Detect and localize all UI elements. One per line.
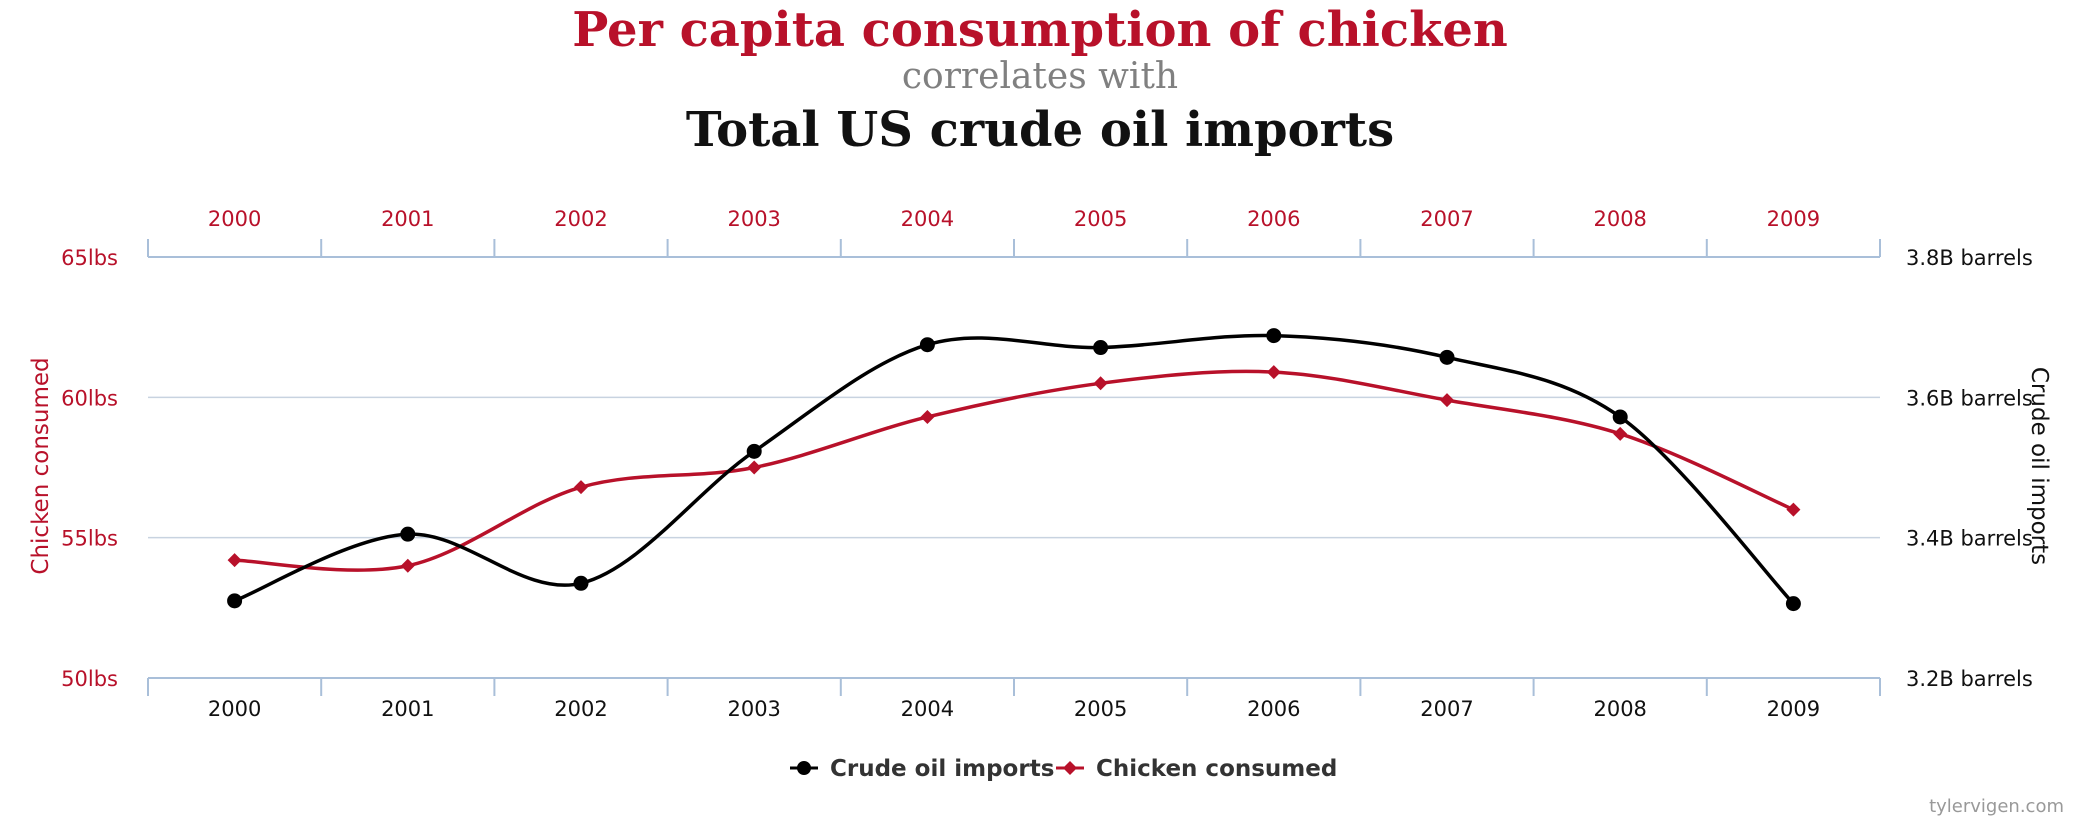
x-tick-label-top: 2009 (1767, 207, 1820, 231)
y-left-tick-label: 50lbs (61, 667, 118, 691)
x-tick-label-top: 2007 (1420, 207, 1473, 231)
data-point-crude[interactable] (227, 593, 243, 609)
data-point-chicken[interactable] (1613, 426, 1628, 441)
data-point-crude[interactable] (1266, 328, 1282, 344)
x-tick-label-top: 2005 (1074, 207, 1127, 231)
data-point-crude[interactable] (1612, 409, 1628, 425)
x-tick-label-bottom: 2009 (1767, 697, 1820, 721)
chart-title: Per capita consumption of chicken (572, 2, 1508, 58)
chart-second-title: Total US crude oil imports (686, 102, 1394, 158)
x-tick-label-bottom: 2000 (208, 697, 261, 721)
data-point-chicken[interactable] (1440, 393, 1454, 408)
x-tick-label-top: 2004 (901, 207, 954, 231)
data-point-chicken[interactable] (400, 558, 415, 573)
x-tick-label-top: 2002 (554, 207, 607, 231)
tick-labels: 2000 2000 2001 2001 2002 2002 2003 2003 2004 2004… (61, 207, 2033, 721)
legend-chicken-marker (1063, 761, 1077, 775)
legend-crude-marker (797, 761, 811, 775)
y-right-tick-label: 3.8B barrels (1906, 246, 2033, 270)
x-tick-label-bottom: 2001 (381, 697, 434, 721)
x-tick-label-bottom: 2004 (901, 697, 954, 721)
data-point-crude[interactable] (746, 443, 762, 459)
y-left-tick-label: 55lbs (61, 527, 118, 551)
series-line-crude (233, 333, 1795, 605)
data-point-crude[interactable] (1439, 349, 1455, 365)
data-point-chicken[interactable] (1266, 365, 1281, 380)
x-tick-label-top: 2000 (208, 207, 261, 231)
y-right-axis-label: Crude oil imports (2026, 367, 2052, 565)
y-right-tick-label: 3.4B barrels (1906, 527, 2033, 551)
x-tick-label-top: 2008 (1593, 207, 1646, 231)
data-point-crude[interactable] (1785, 596, 1801, 612)
series-group (227, 328, 1801, 612)
y-right-tick-label: 3.2B barrels (1906, 667, 2033, 691)
data-point-chicken[interactable] (1786, 502, 1801, 517)
legend-crude-label[interactable]: Crude oil imports (830, 756, 1054, 782)
x-tick-label-bottom: 2008 (1593, 697, 1646, 721)
legend-chicken-label[interactable]: Chicken consumed (1096, 756, 1337, 782)
x-tick-label-top: 2006 (1247, 207, 1300, 231)
data-point-crude[interactable] (919, 337, 935, 353)
data-point-crude[interactable] (400, 526, 416, 542)
y-left-tick-label: 65lbs (61, 246, 118, 270)
series-line-chicken (234, 369, 1795, 572)
x-tick-label-top: 2001 (381, 207, 434, 231)
x-tick-label-bottom: 2002 (554, 697, 607, 721)
axes (147, 239, 1881, 696)
legend[interactable]: Crude oil imports Chicken consumed (790, 756, 1337, 782)
data-point-chicken[interactable] (227, 553, 242, 568)
data-point-chicken[interactable] (574, 480, 588, 495)
source-credit[interactable]: tylervigen.com (1929, 796, 2064, 817)
data-point-crude[interactable] (1093, 340, 1109, 356)
x-tick-label-bottom: 2005 (1074, 697, 1127, 721)
x-tick-label-bottom: 2003 (727, 697, 780, 721)
x-tick-label-top: 2003 (727, 207, 780, 231)
data-point-chicken[interactable] (1093, 376, 1108, 391)
x-tick-label-bottom: 2006 (1247, 697, 1300, 721)
data-point-chicken[interactable] (747, 460, 762, 475)
data-point-chicken[interactable] (920, 409, 935, 424)
y-left-tick-label: 60lbs (61, 386, 118, 410)
chart-subtitle: correlates with (902, 56, 1178, 97)
x-tick-label-bottom: 2007 (1420, 697, 1473, 721)
y-left-axis-label: Chicken consumed (28, 357, 54, 574)
y-right-tick-label: 3.6B barrels (1906, 386, 2033, 410)
data-point-crude[interactable] (573, 575, 589, 591)
